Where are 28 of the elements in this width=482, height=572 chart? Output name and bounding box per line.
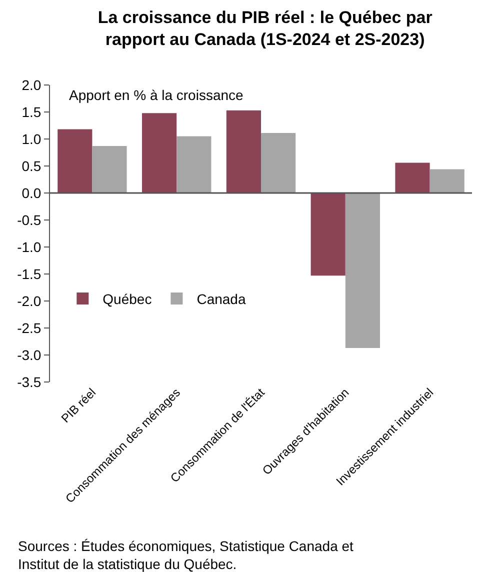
y-tick-label: 2.0: [22, 76, 42, 93]
y-tick-label: -0.5: [17, 212, 42, 228]
y-tick-label: -3.0: [17, 346, 42, 363]
y-tick-label: -2.5: [17, 320, 42, 336]
y-tick-label: 0.5: [22, 158, 42, 174]
legend-label: Canada: [196, 290, 246, 307]
y-tick-label: 1.5: [22, 104, 42, 120]
bar: [395, 162, 430, 193]
chart-title: La croissance du PIB réel : le Québec par rapport au Canada (1S-2024 et 2S-2023): [98, 8, 433, 49]
annotation: Apport en % à la croissance: [69, 87, 244, 103]
y-tick-label: 0.0: [22, 184, 42, 201]
legend-label: Québec: [102, 290, 152, 307]
bar: [310, 193, 346, 276]
source-note: Sources : Études économiques, Statistique Canada et Institut de la statistique du Québec.: [18, 538, 354, 572]
bar: [261, 133, 296, 193]
y-tick-label: -1.0: [17, 238, 42, 255]
bar: [430, 169, 464, 193]
y-tick-label: -3.5: [17, 374, 42, 390]
bar: [345, 193, 380, 348]
x-tick-label: PIB réel: [58, 385, 99, 426]
y-tick-label: -2.0: [17, 292, 42, 309]
bar: [142, 113, 177, 193]
bar: [92, 146, 127, 193]
y-tick-label: -1.5: [17, 266, 42, 282]
bar: [176, 136, 212, 193]
bar: [58, 129, 92, 193]
y-tick-label: 1.0: [22, 130, 42, 147]
bar: [226, 110, 261, 193]
